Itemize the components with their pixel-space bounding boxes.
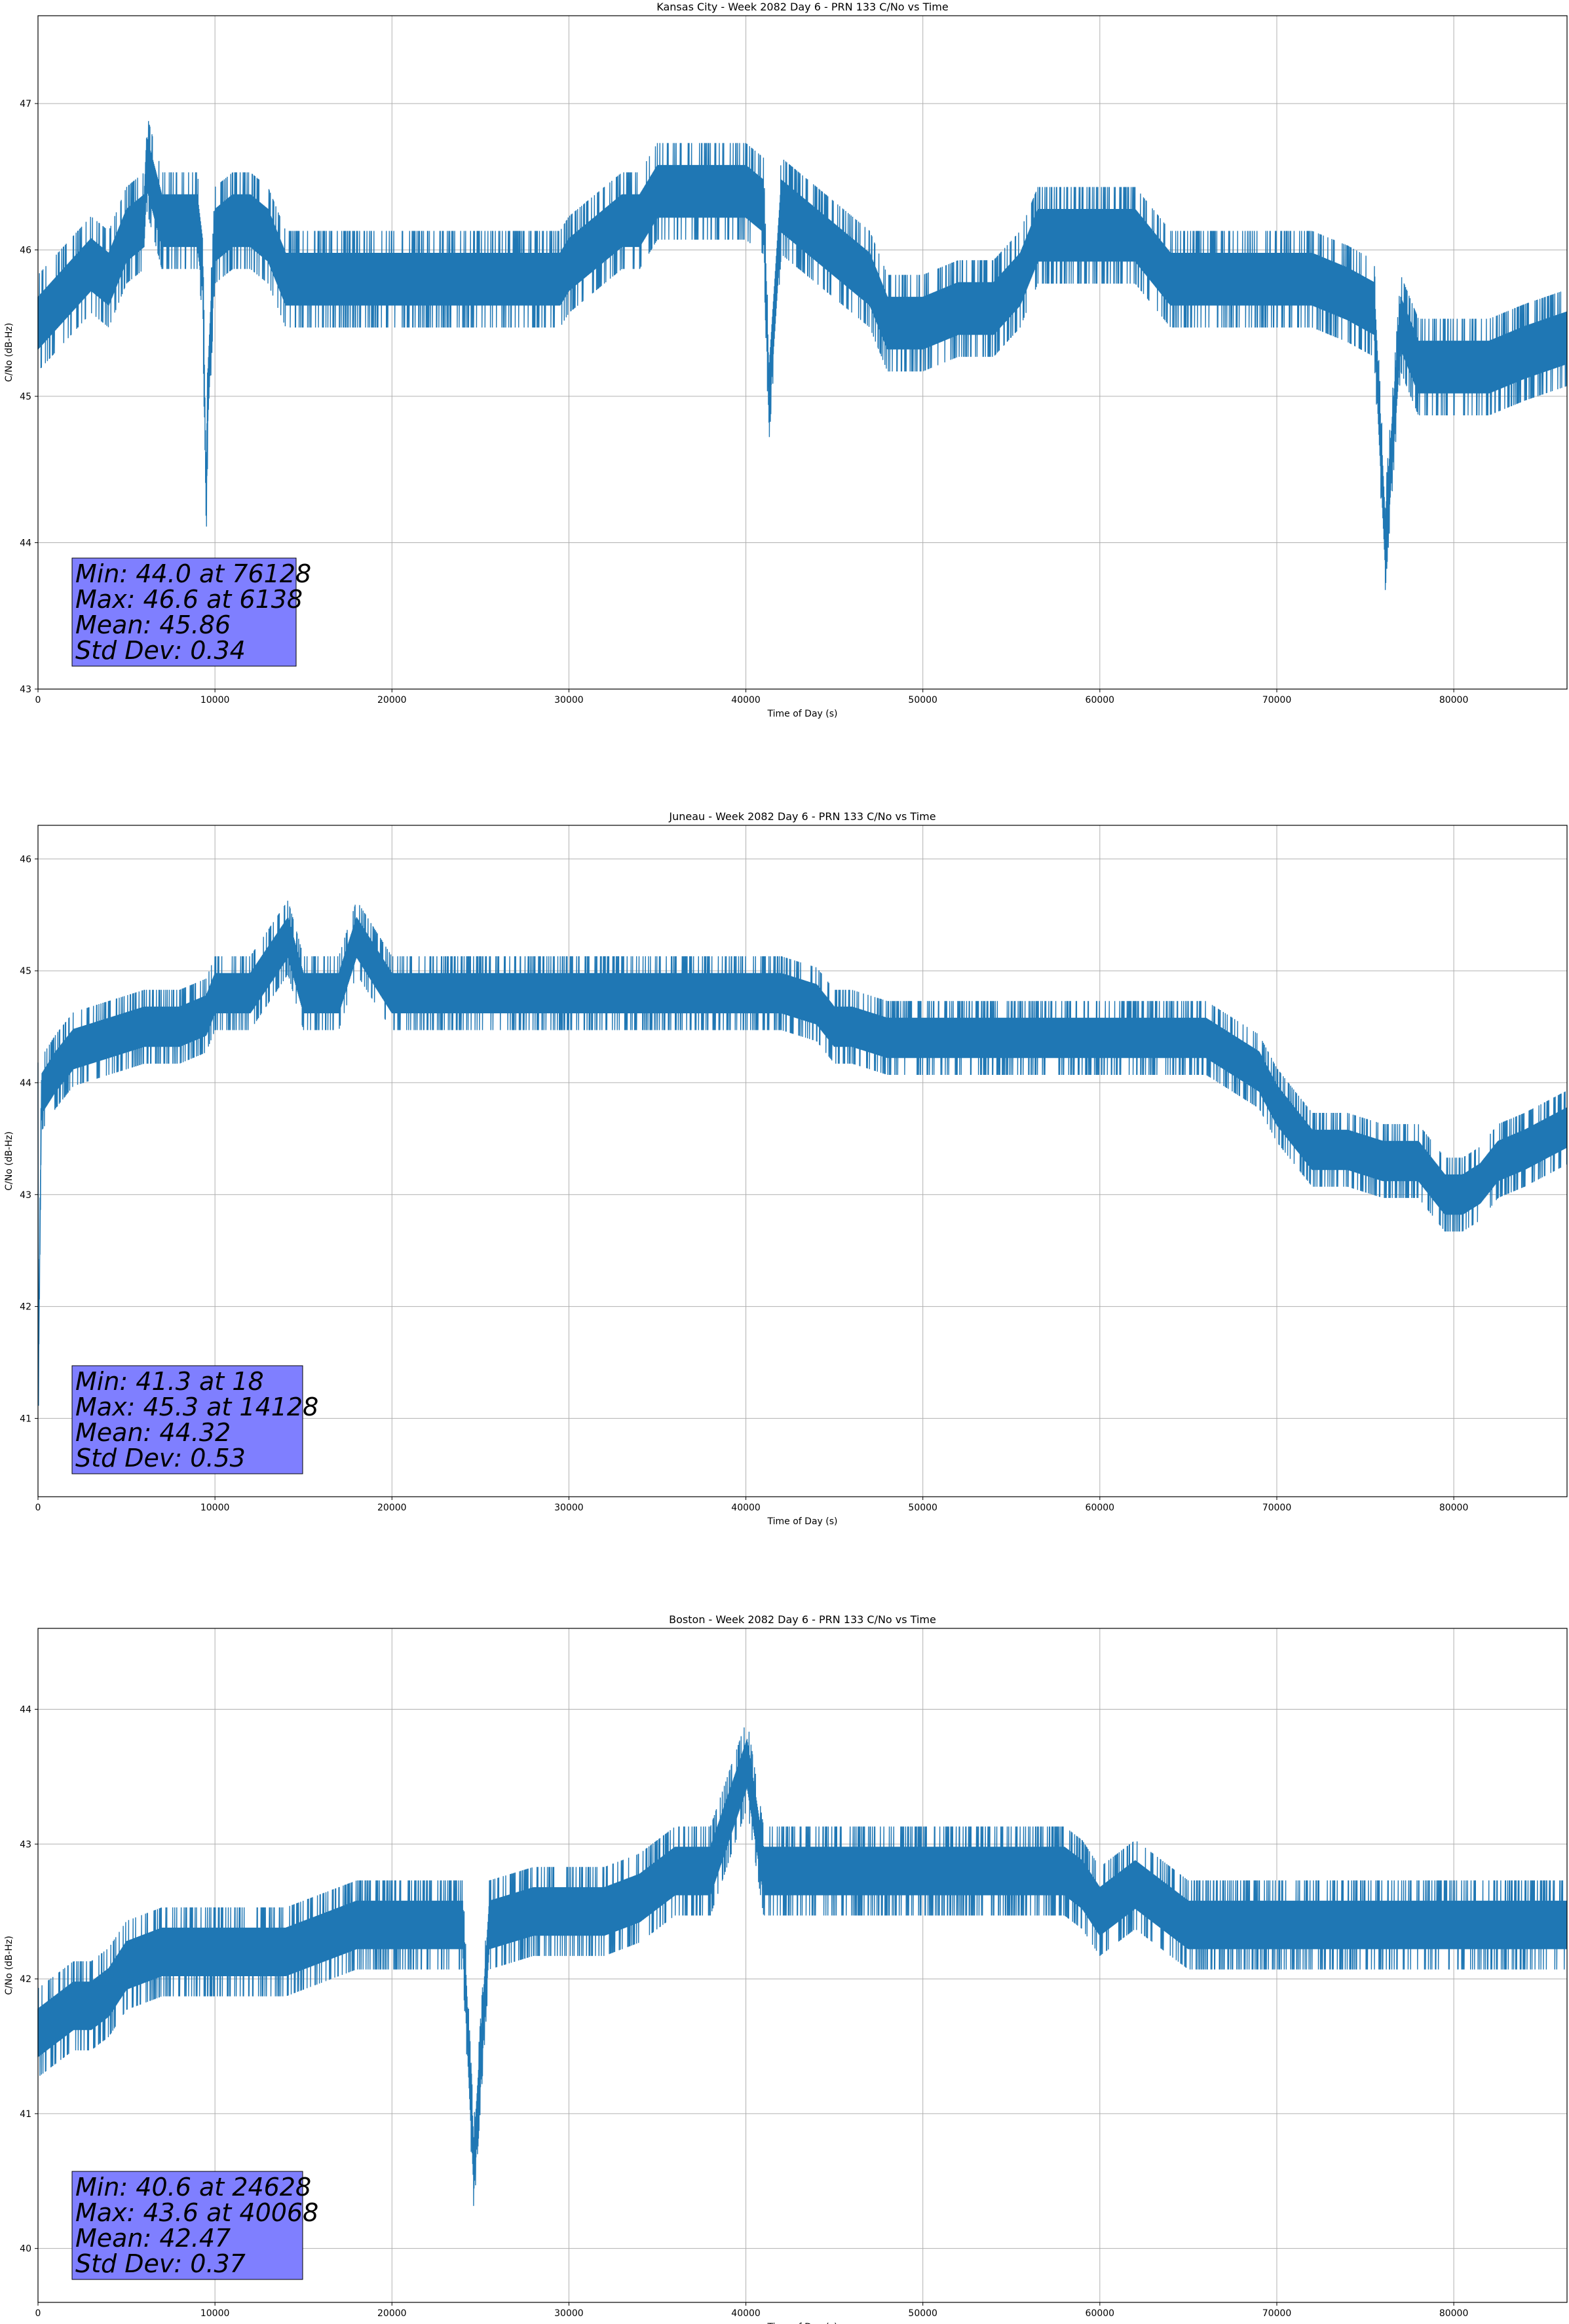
x-tick-label: 10000	[200, 695, 230, 705]
cno-series-band	[37, 121, 1568, 590]
y-tick-label: 43	[20, 684, 31, 695]
cno-series-band	[37, 1727, 1568, 2206]
y-tick-label: 47	[20, 99, 31, 109]
x-axis-label: Time of Day (s)	[767, 1516, 838, 1527]
axes-frame	[37, 1628, 1568, 2303]
x-tick-label: 40000	[731, 695, 761, 705]
stats-line: Max: 45.3 at 14128	[75, 1393, 318, 1421]
x-tick-label: 70000	[1262, 695, 1292, 705]
x-tick-label: 40000	[731, 1503, 761, 1513]
chart-title: Boston - Week 2082 Day 6 - PRN 133 C/No …	[669, 1613, 936, 1626]
x-tick-label: 20000	[377, 2308, 407, 2319]
x-tick-label: 20000	[377, 695, 407, 705]
stats-line: Std Dev: 0.37	[75, 2249, 246, 2278]
y-tick-label: 46	[20, 246, 31, 256]
x-tick-label: 0	[35, 695, 41, 705]
stats-line: Std Dev: 0.34	[75, 636, 246, 665]
y-tick-label: 43	[20, 1190, 31, 1201]
y-tick-label: 42	[20, 1302, 31, 1313]
y-tick-label: 41	[20, 1414, 31, 1424]
y-tick-label: 45	[20, 392, 31, 402]
x-tick-label: 80000	[1439, 1503, 1469, 1513]
y-axis-label: C/No (dB-Hz)	[4, 323, 14, 382]
x-tick-label: 30000	[554, 1503, 584, 1513]
x-tick-label: 60000	[1086, 695, 1115, 705]
chart-title: Juneau - Week 2082 Day 6 - PRN 133 C/No …	[668, 810, 936, 823]
stats-line: Max: 46.6 at 6138	[75, 585, 303, 614]
x-tick-label: 20000	[377, 1503, 407, 1513]
x-tick-label: 50000	[908, 1503, 937, 1513]
x-tick-label: 30000	[554, 2308, 584, 2319]
stats-box	[71, 2171, 303, 2280]
x-tick-label: 30000	[554, 695, 584, 705]
chart-panel-3: 0 10000 20000 30000 40000 50000 60000 70000 8000…	[4, 1613, 1568, 2324]
cno-series-band	[37, 901, 1568, 1406]
y-tick-label: 46	[20, 854, 31, 865]
x-tick-label: 70000	[1262, 1503, 1292, 1513]
y-tick-label: 41	[20, 2109, 31, 2120]
x-tick-label: 50000	[908, 695, 937, 705]
stats-line: Min: 41.3 at 18	[75, 1367, 264, 1396]
y-tick-label: 44	[20, 1078, 31, 1089]
stats-line: Max: 43.6 at 40068	[75, 2198, 318, 2227]
axes-frame	[37, 15, 1568, 690]
stats-box	[71, 1365, 303, 1474]
x-tick-label: 0	[35, 1503, 41, 1513]
x-tick-label: 70000	[1262, 2308, 1292, 2319]
y-tick-label: 40	[20, 2244, 31, 2255]
y-axis-label: C/No (dB-Hz)	[4, 1131, 14, 1190]
x-tick-label: 40000	[731, 2308, 761, 2319]
y-tick-label: 44	[20, 1704, 31, 1715]
stats-box	[71, 557, 297, 667]
chart-title: Kansas City - Week 2082 Day 6 - PRN 133 …	[656, 1, 948, 13]
y-tick-label: 43	[20, 1839, 31, 1850]
x-tick-label: 80000	[1439, 695, 1469, 705]
x-tick-label: 60000	[1086, 2308, 1115, 2319]
stats-line: Std Dev: 0.53	[75, 1444, 246, 1472]
x-tick-label: 10000	[200, 2308, 230, 2319]
x-axis-label: Time of Day (s)	[767, 2322, 838, 2324]
y-tick-label: 45	[20, 966, 31, 977]
x-tick-label: 50000	[908, 2308, 937, 2319]
stats-line: Min: 44.0 at 76128	[75, 559, 311, 588]
stats-line: Mean: 42.47	[75, 2224, 231, 2253]
y-tick-label: 42	[20, 1974, 31, 1985]
x-tick-label: 10000	[200, 1503, 230, 1513]
stats-line: Mean: 45.86	[75, 610, 231, 639]
stats-line: Min: 40.6 at 24628	[75, 2173, 311, 2202]
x-tick-label: 0	[35, 2308, 41, 2319]
y-tick-label: 44	[20, 538, 31, 549]
x-tick-label: 60000	[1086, 1503, 1115, 1513]
axes-frame	[37, 825, 1568, 1497]
chart-panel-1: 0 10000 20000 30000 40000 50000 60000 70000 8000…	[4, 1, 1568, 719]
stats-line: Mean: 44.32	[75, 1418, 231, 1447]
chart-panel-2: 0 10000 20000 30000 40000 50000 60000 70000 8000…	[4, 810, 1568, 1527]
y-axis-label: C/No (dB-Hz)	[4, 1936, 14, 1995]
x-axis-label: Time of Day (s)	[767, 709, 838, 719]
x-tick-label: 80000	[1439, 2308, 1469, 2319]
